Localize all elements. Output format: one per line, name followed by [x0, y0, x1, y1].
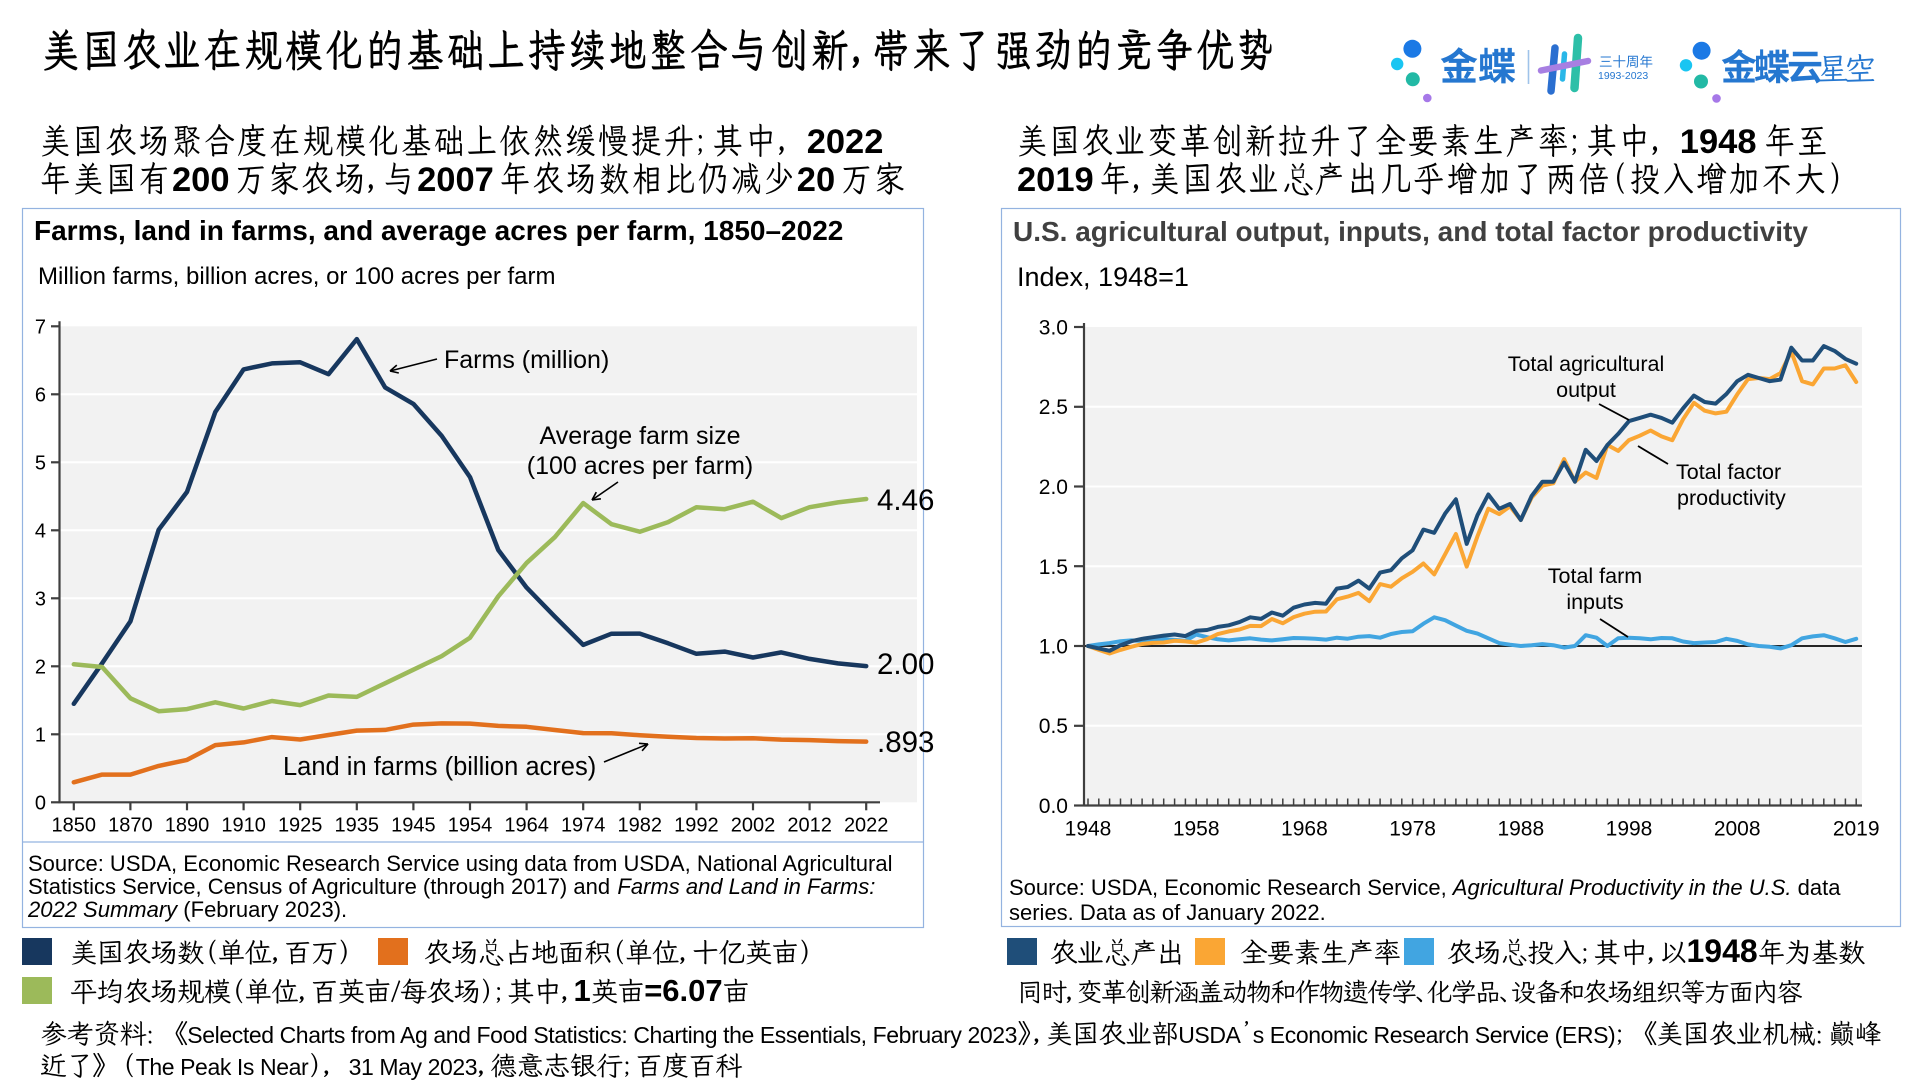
svg-text:1890: 1890: [165, 814, 210, 836]
svg-text:2: 2: [35, 656, 46, 678]
svg-text:Farms and Land in Farms:: Farms and Land in Farms:: [617, 874, 875, 899]
svg-text:1968: 1968: [1281, 818, 1328, 841]
svg-text:Average farm size: Average farm size: [539, 422, 740, 450]
svg-text:2019: 2019: [1017, 161, 1094, 199]
svg-text:0: 0: [35, 792, 46, 814]
svg-text:1964: 1964: [504, 814, 549, 836]
svg-text:7: 7: [35, 316, 46, 338]
svg-text:2022: 2022: [807, 123, 884, 161]
svg-text:2022: 2022: [844, 814, 889, 836]
svg-text:Farms, land in farms, and aver: Farms, land in farms, and average acres …: [34, 215, 843, 246]
svg-text:1910: 1910: [221, 814, 266, 836]
svg-text:1993-2023: 1993-2023: [1598, 70, 1648, 82]
svg-text:s Economic Research Service (E: s Economic Research Service (ERS): [1253, 1022, 1616, 1048]
svg-text:productivity: productivity: [1677, 486, 1786, 510]
svg-text:1948: 1948: [1680, 123, 1757, 161]
svg-text:Source: USDA, Economic Researc: Source: USDA, Economic Research Service …: [28, 851, 892, 876]
svg-text:1: 1: [35, 724, 46, 746]
svg-text:=6.07: =6.07: [644, 973, 722, 1008]
svg-text:2.00: 2.00: [877, 648, 934, 681]
svg-text:200: 200: [172, 161, 230, 199]
svg-text:2007: 2007: [417, 161, 494, 199]
svg-text:1925: 1925: [278, 814, 323, 836]
svg-text:Selected Charts from Ag and Fo: Selected Charts from Ag and Food Statist…: [187, 1022, 1017, 1048]
svg-text:Statistics Service, Census of: Statistics Service, Census of Agricultur…: [28, 874, 616, 899]
svg-text:data: data: [1792, 875, 1842, 900]
svg-text:The Peak Is Near: The Peak Is Near: [136, 1054, 309, 1080]
svg-text:1998: 1998: [1606, 818, 1653, 841]
svg-text:(February 2023).: (February 2023).: [177, 897, 347, 922]
svg-text:1.5: 1.5: [1039, 556, 1068, 579]
svg-text:4.46: 4.46: [877, 484, 934, 517]
svg-text:USDA: USDA: [1178, 1022, 1241, 1048]
svg-text:Farms (million): Farms (million): [444, 346, 609, 374]
svg-text:.893: .893: [877, 726, 934, 759]
svg-text:(100 acres per farm): (100 acres per farm): [527, 452, 753, 480]
svg-text:1: 1: [574, 973, 591, 1008]
svg-text:Million farms, billion acres,: Million farms, billion acres, or 100 acr…: [38, 263, 556, 290]
svg-text:Total factor: Total factor: [1676, 460, 1781, 484]
svg-text:0.0: 0.0: [1039, 795, 1068, 818]
svg-text:Agricultural Productivity in t: Agricultural Productivity in the U.S.: [1451, 875, 1792, 900]
svg-text:1850: 1850: [52, 814, 97, 836]
svg-text:1935: 1935: [335, 814, 380, 836]
svg-text:1982: 1982: [618, 814, 663, 836]
svg-text:2.0: 2.0: [1039, 476, 1068, 499]
svg-text:31 May 2023: 31 May 2023: [349, 1054, 478, 1080]
svg-text:2012: 2012: [787, 814, 832, 836]
svg-text:1948: 1948: [1065, 818, 1112, 841]
svg-text:Source: USDA, Economic Researc: Source: USDA, Economic Research Service,: [1009, 875, 1453, 900]
svg-text:output: output: [1556, 378, 1616, 402]
svg-text:20: 20: [797, 161, 835, 199]
svg-text:4: 4: [35, 520, 46, 542]
svg-text:Total agricultural: Total agricultural: [1508, 352, 1665, 376]
svg-text:2019: 2019: [1833, 818, 1880, 841]
svg-text:1978: 1978: [1389, 818, 1436, 841]
svg-text:1954: 1954: [448, 814, 493, 836]
svg-text:U.S. agricultural output, inpu: U.S. agricultural output, inputs, and to…: [1013, 216, 1808, 247]
svg-text:1958: 1958: [1173, 818, 1220, 841]
svg-text:Land in farms (billion acres): Land in farms (billion acres): [283, 753, 596, 781]
svg-text:1992: 1992: [674, 814, 719, 836]
svg-text:2022 Summary: 2022 Summary: [27, 897, 179, 922]
svg-text:0.5: 0.5: [1039, 715, 1068, 738]
svg-text:1870: 1870: [108, 814, 153, 836]
svg-text:Index, 1948=1: Index, 1948=1: [1017, 262, 1189, 292]
svg-text:6: 6: [35, 384, 46, 406]
svg-text:1988: 1988: [1497, 818, 1544, 841]
svg-text:inputs: inputs: [1566, 590, 1623, 614]
svg-text:2008: 2008: [1714, 818, 1761, 841]
svg-text:2002: 2002: [731, 814, 776, 836]
svg-text:Total farm: Total farm: [1548, 564, 1642, 588]
svg-text:3: 3: [35, 588, 46, 610]
svg-text:1945: 1945: [391, 814, 436, 836]
svg-text:5: 5: [35, 452, 46, 474]
svg-text:1948: 1948: [1687, 933, 1758, 969]
svg-text:2.5: 2.5: [1039, 396, 1068, 419]
svg-text:1.0: 1.0: [1039, 636, 1068, 659]
svg-text:series. Data as of January 202: series. Data as of January 2022.: [1009, 900, 1326, 925]
svg-text:3.0: 3.0: [1039, 317, 1068, 340]
svg-text:1974: 1974: [561, 814, 606, 836]
